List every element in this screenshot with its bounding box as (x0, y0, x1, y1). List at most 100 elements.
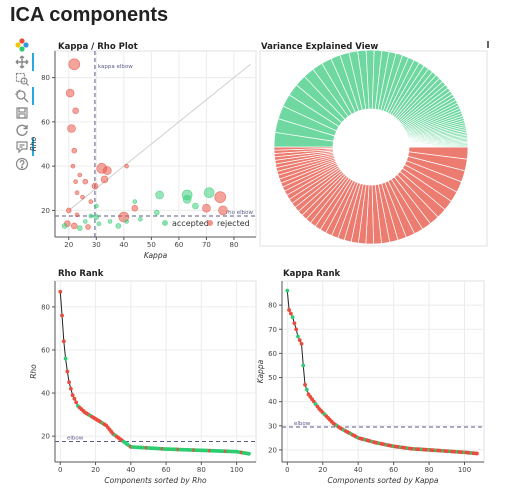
x-tick-label: 80 (197, 466, 206, 474)
rejected-point (77, 172, 83, 178)
help-icon (15, 157, 29, 171)
reset-icon (15, 123, 29, 137)
bokeh-logo-tool (12, 36, 32, 54)
x-tick-label: 60 (162, 466, 171, 474)
y-tick-label: 40 (268, 398, 277, 406)
rejected-rank-point (72, 396, 77, 401)
rejected-point (72, 107, 79, 115)
accepted-point (203, 187, 215, 199)
y-tick-label: 80 (41, 303, 50, 311)
accepted-point (82, 219, 88, 224)
rejected-rank-point (65, 369, 70, 374)
y-tick-label: 20 (41, 433, 50, 441)
accepted-slice (408, 145, 469, 148)
scatter-plot-title: Kappa / Rho Plot (58, 42, 138, 52)
legend-rejected-label: rejected (217, 219, 250, 228)
elbow-label: elbow (294, 421, 311, 427)
y-tick-label: 70 (268, 326, 277, 334)
rejected-point (71, 147, 78, 154)
plot-area (54, 280, 257, 463)
kappa-elbow-label: kappa elbow (98, 64, 133, 70)
accepted-point (96, 221, 102, 227)
x-tick-label: 50 (147, 241, 156, 249)
y-tick-label: 60 (268, 350, 277, 358)
accepted-rank-point (304, 387, 309, 392)
x-tick-label: 70 (202, 241, 211, 249)
rejected-point (202, 203, 211, 213)
rejected-point (91, 182, 99, 190)
rejected-rank-point (61, 339, 66, 344)
rho-elbow-label: rho elbow (226, 210, 254, 216)
pan-icon (15, 55, 29, 69)
legend-rejected-marker (207, 220, 213, 226)
hover-tool[interactable] (12, 138, 34, 156)
accepted-point (94, 203, 99, 209)
y-tick-label: 20 (268, 446, 277, 454)
rejected-point (85, 224, 91, 230)
pan-tool[interactable] (12, 53, 34, 71)
rejected-point (88, 199, 94, 204)
reset-tool[interactable] (12, 121, 32, 139)
accepted-point (93, 214, 100, 220)
x-tick-label: 100 (458, 466, 471, 474)
rejected-point (74, 212, 80, 218)
x-tick-label: 80 (425, 466, 434, 474)
identity-line (68, 63, 251, 211)
rejected-point (124, 163, 129, 169)
rejected-point (80, 194, 85, 200)
accepted-point (115, 223, 122, 229)
x-tick-label: 40 (119, 241, 128, 249)
rejected-rank-point (299, 341, 304, 346)
accepted-point (138, 216, 143, 222)
box-zoom-tool[interactable] (12, 70, 32, 88)
save-icon (15, 106, 29, 120)
rejected-point (82, 178, 89, 185)
accepted-rank-point (290, 315, 295, 320)
accepted-point (61, 223, 68, 229)
rejected-point (218, 205, 228, 216)
accepted-point (154, 209, 160, 216)
accepted-rank-point (285, 288, 290, 293)
x-axis-label: Kappa (144, 251, 168, 260)
rejected-rank-point (288, 311, 293, 316)
plot-area (281, 280, 485, 463)
x-tick-label: 20 (318, 466, 327, 474)
y-axis-label: Kappa (256, 359, 265, 383)
rejected-rank-point (68, 386, 73, 391)
elbow-label: elbow (67, 436, 84, 442)
rho-rank-title: Rho Rank (58, 269, 104, 279)
rejected-point (67, 124, 76, 133)
rejected-point (70, 222, 78, 230)
rejected-point (214, 191, 227, 203)
rejected-point (65, 88, 75, 98)
y-tick-label: 30 (268, 422, 277, 430)
rejected-rank-point (475, 451, 479, 456)
accepted-rank-point (247, 451, 251, 456)
accepted-rank-point (63, 356, 68, 361)
accepted-point (88, 213, 94, 219)
x-axis-label: Components sorted by Rho (104, 476, 207, 485)
x-tick-label: 20 (64, 241, 73, 249)
wheel-zoom-icon (15, 89, 29, 103)
save-tool[interactable] (12, 104, 32, 122)
y-tick-label: 40 (41, 390, 50, 398)
rejected-rank-point (294, 327, 299, 332)
rejected-point (70, 163, 76, 169)
y-tick-label: 80 (41, 74, 50, 82)
kappa-rank-title: Kappa Rank (283, 269, 341, 279)
accepted-point (124, 219, 129, 224)
y-tick-label: 20 (41, 207, 50, 215)
accepted-rank-point (301, 363, 306, 368)
help-tool[interactable] (12, 155, 32, 173)
rejected-rank-point (60, 313, 64, 318)
legend-accepted-marker (162, 220, 168, 226)
pie-chart-title: Variance Explained View (261, 42, 379, 52)
x-tick-label: 60 (174, 241, 183, 249)
rejected-rank-point (74, 400, 79, 405)
y-tick-label: 60 (41, 118, 50, 126)
x-tick-label: 0 (58, 466, 62, 474)
legend-accepted-label: accepted (172, 219, 209, 228)
wheel-zoom-tool[interactable] (12, 87, 34, 105)
rejected-rank-point (287, 308, 291, 312)
